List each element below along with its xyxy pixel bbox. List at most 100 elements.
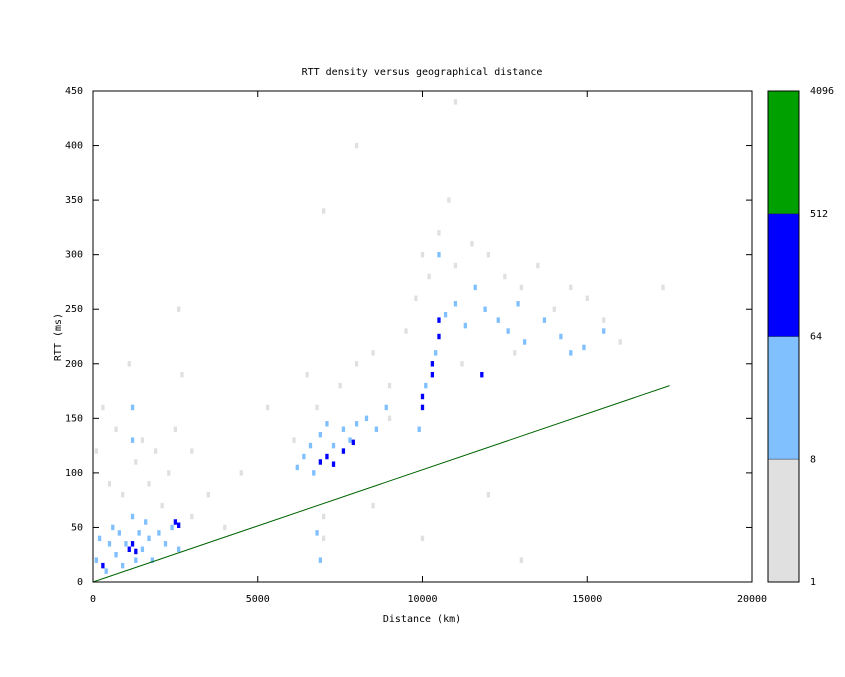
density-cell [134,548,138,555]
density-cell [144,519,148,525]
density-cell [117,530,122,536]
density-cell [424,382,428,389]
colorbar-band [768,213,799,337]
density-cell [97,535,102,542]
density-cell [127,546,131,552]
density-cell [180,371,184,378]
density-cell [430,361,435,367]
colorbar-tick-label: 8 [810,454,816,465]
y-tick-label: 300 [65,250,83,261]
density-cell [420,404,425,411]
density-cell [130,437,135,443]
density-cell [292,437,296,443]
density-cell [134,557,138,563]
density-cell [239,470,243,476]
density-cell [542,317,547,323]
density-cell [430,371,435,378]
x-tick-label: 15000 [572,594,602,605]
y-tick-label: 150 [65,413,83,424]
density-cell [453,99,458,105]
density-cell [559,333,563,340]
density-cell [325,453,329,460]
density-cell [140,546,145,552]
colorbar-band [768,91,799,214]
density-cell [315,530,319,536]
density-cell [602,317,606,323]
density-cell [265,404,270,411]
density-cell [127,361,131,367]
density-cell [354,361,359,367]
density-cell [503,273,507,280]
density-cell [322,208,326,214]
density-cell [121,562,125,569]
y-tick-label: 100 [65,468,83,479]
density-cell [486,491,491,498]
density-cell [519,284,523,291]
density-cell [94,448,98,454]
x-tick-label: 0 [90,594,96,605]
density-cell [404,328,408,334]
density-cell [341,448,346,454]
density-cell [602,328,606,334]
density-cell [516,301,520,307]
density-cell [552,306,556,312]
x-tick-label: 5000 [246,594,270,605]
density-cell [443,311,448,318]
density-cell [312,470,316,476]
y-tick-label: 0 [77,577,83,588]
density-cell [414,295,418,302]
density-cell [163,541,168,547]
density-cell [447,197,451,203]
density-cell [338,382,342,389]
y-tick-label: 250 [65,304,83,315]
density-cell [387,382,392,389]
density-cell [167,470,171,476]
chart-title: RTT density versus geographical distance [302,67,543,78]
density-cell [160,502,164,509]
reference-line [92,385,670,583]
density-cell [308,442,313,449]
colorbar-tick-label: 4096 [810,86,834,97]
density-cell [582,344,586,351]
density-cell [348,437,352,443]
density-cell [177,306,181,312]
density-cell [437,230,441,236]
density-cell [190,513,194,520]
density-cell [101,404,105,411]
density-cell [134,459,138,465]
density-cell [150,557,154,563]
density-cell [453,262,458,269]
colorbar-tick-label: 64 [810,332,822,343]
colorbar-tick-label: 512 [810,209,828,220]
density-cell [124,541,128,547]
density-cell [140,437,145,443]
y-tick-label: 200 [65,359,83,370]
y-tick-label: 350 [65,195,83,206]
density-cell [170,524,174,531]
density-cell [473,284,477,291]
density-cell [486,251,491,258]
x-tick-label: 20000 [737,594,767,605]
density-cell [351,439,355,446]
density-cell [157,530,161,536]
density-cell [322,513,326,520]
density-cell [661,284,665,291]
density-cell [147,481,151,487]
colorbar-band [768,336,799,460]
density-cell [331,461,336,467]
density-cell [569,350,573,356]
density-cell [420,535,425,542]
density-cell [107,481,112,487]
density-cell [420,251,425,258]
density-cell [130,541,135,547]
density-cell [305,371,309,378]
density-cell [318,557,323,563]
density-cell [522,339,527,345]
density-cell [223,524,227,531]
density-cell [354,142,359,149]
density-cell [519,557,523,563]
density-cell [371,350,375,356]
density-cell [322,535,326,542]
y-tick-label: 50 [71,522,83,533]
density-cell [173,519,178,525]
